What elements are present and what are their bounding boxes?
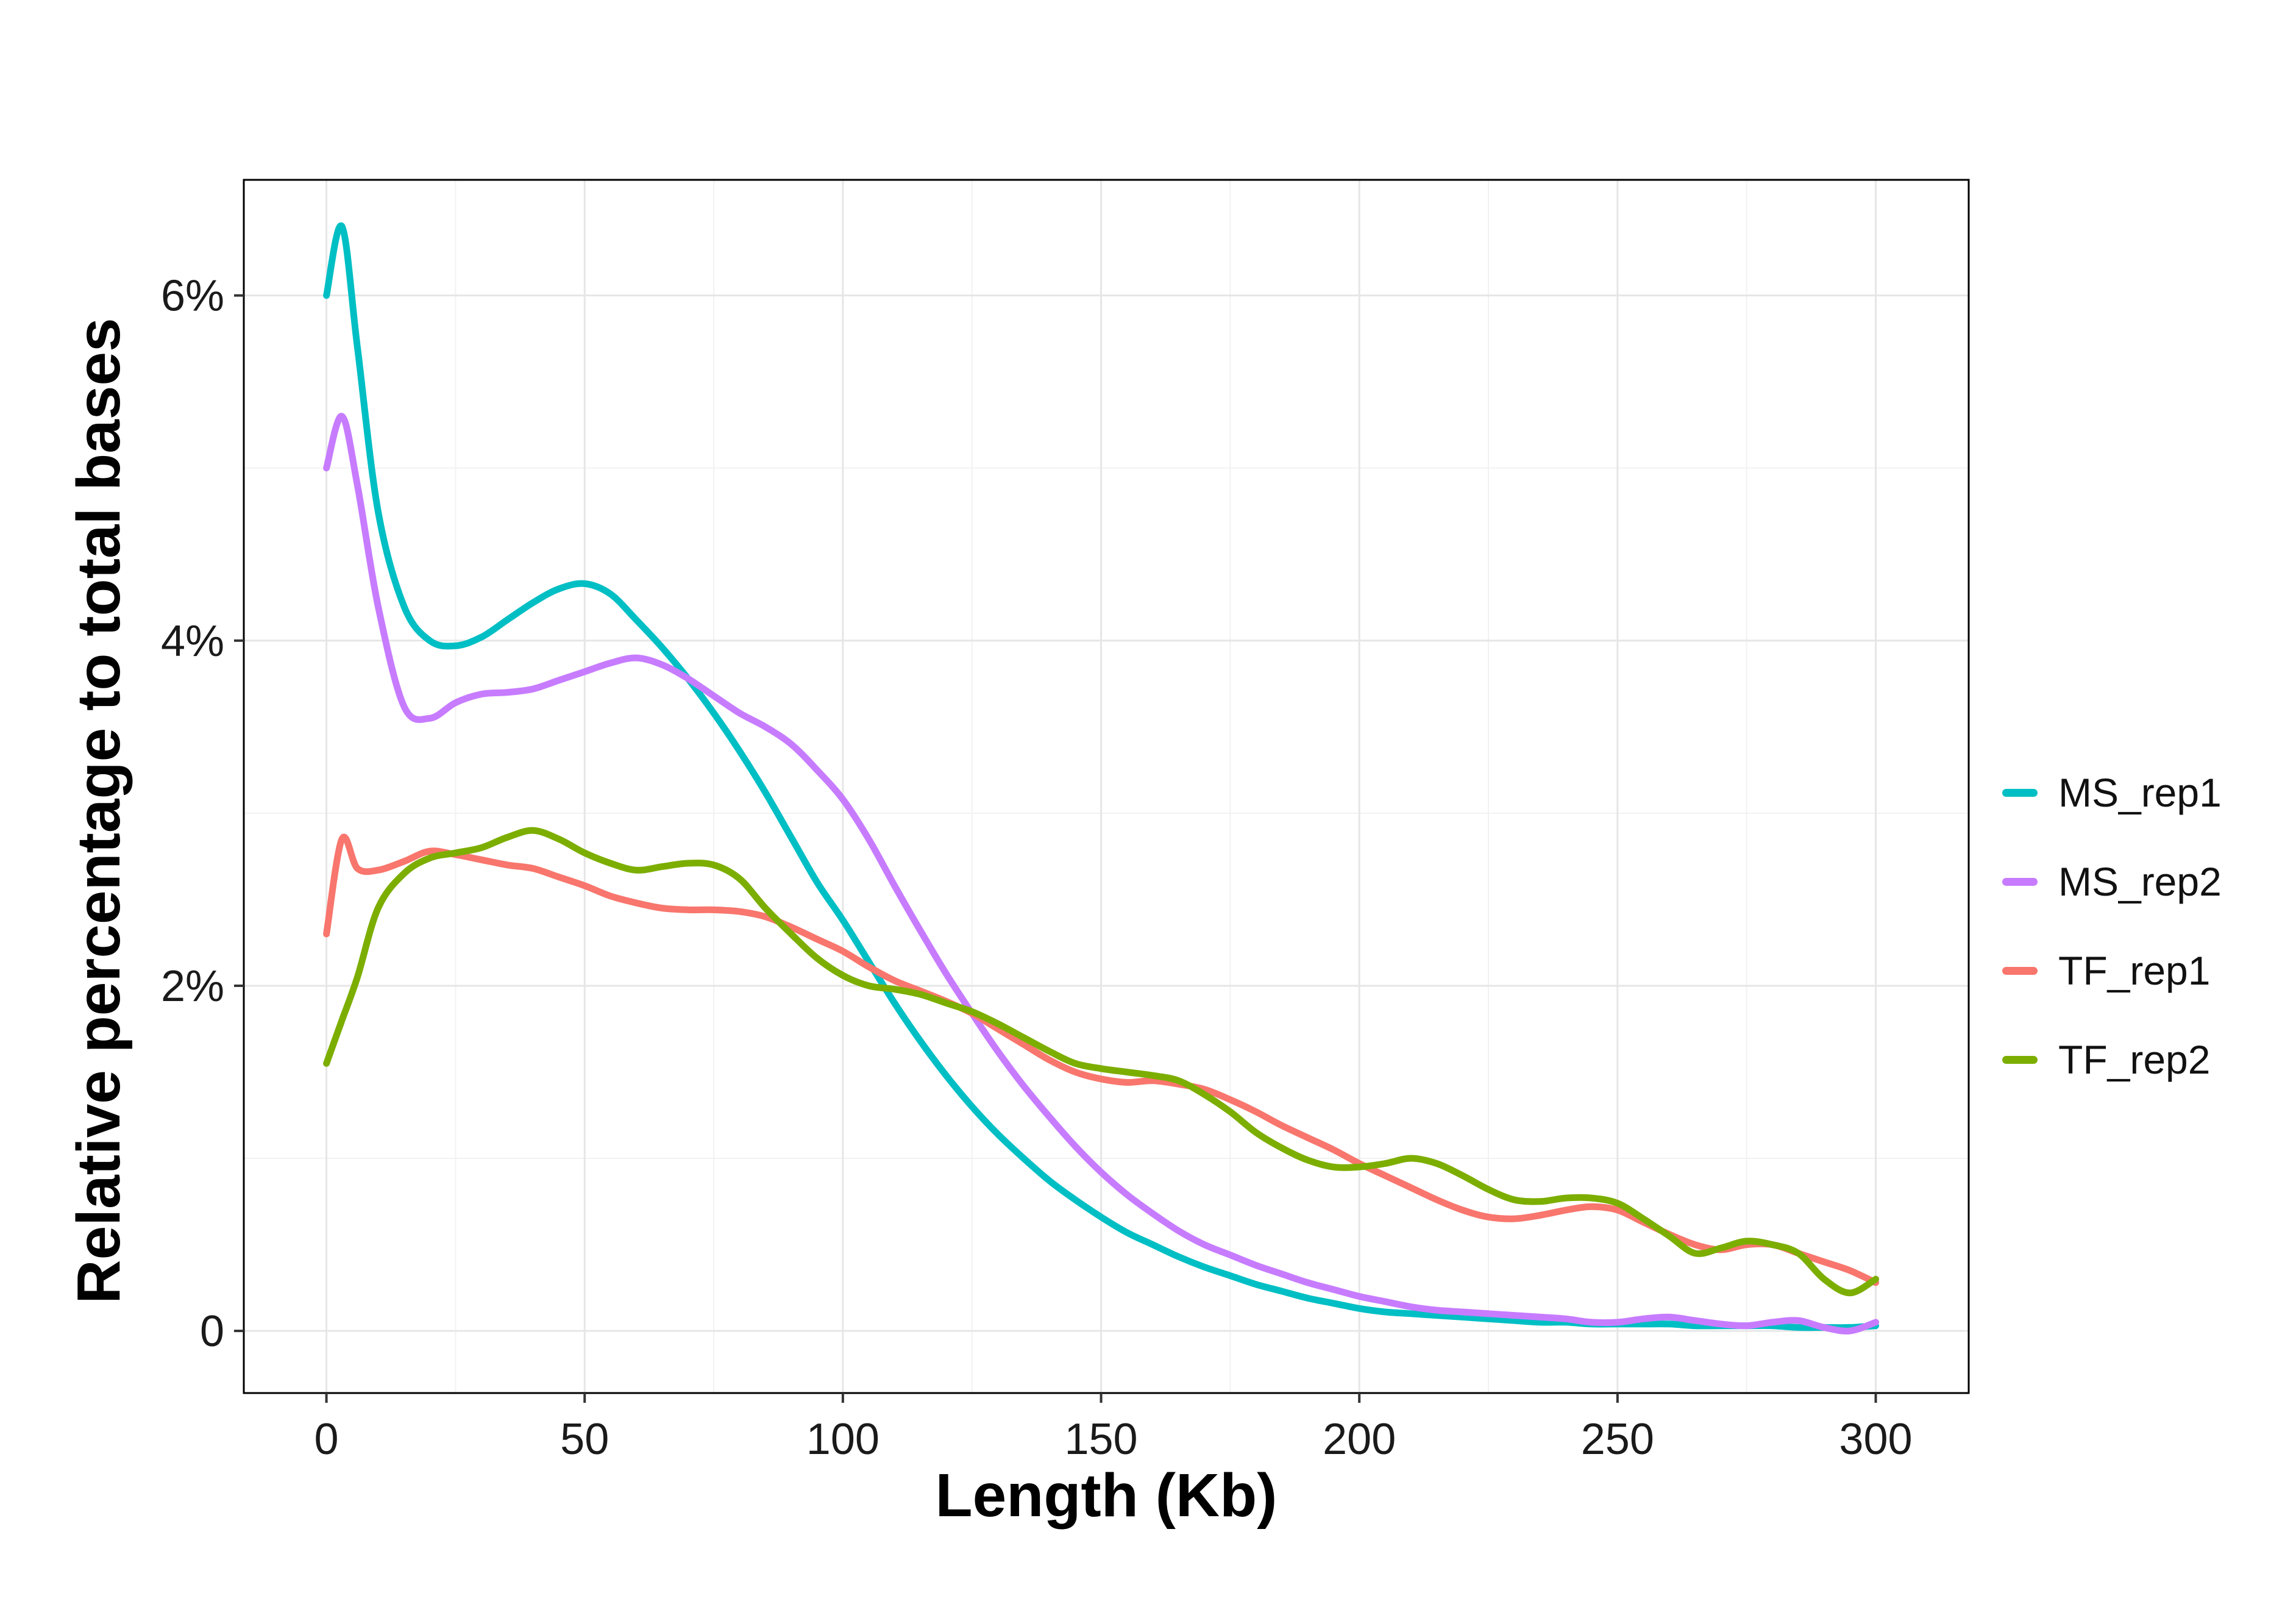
x-tick-label: 200	[1323, 1415, 1396, 1464]
legend-item-TF_rep2: TF_rep2	[2002, 1036, 2222, 1083]
y-tick-label: 6%	[161, 272, 224, 321]
legend-key-line-MS_rep1	[2002, 788, 2038, 797]
legend-label: TF_rep2	[2058, 1037, 2211, 1082]
legend-label: TF_rep1	[2058, 948, 2211, 993]
x-tick-label: 50	[560, 1415, 609, 1464]
y-tick-label: 4%	[161, 617, 224, 666]
x-tick-label: 100	[806, 1415, 880, 1464]
series-line-TF_rep2	[323, 827, 1879, 1297]
legend-key-line-TF_rep2	[2002, 1055, 2038, 1064]
series-line-TF_rep1	[323, 833, 1879, 1286]
panel-border	[243, 179, 1970, 1394]
series-line-MS_rep2	[323, 413, 1879, 1335]
legend-key-line-TF_rep1	[2002, 966, 2038, 975]
legend-key-line-MS_rep2	[2002, 877, 2038, 886]
x-tick-label: 300	[1839, 1415, 1912, 1464]
y-axis-title: Relative percentage to total bases	[65, 318, 133, 1304]
y-tick-label: 2%	[161, 962, 224, 1011]
legend-label: MS_rep2	[2058, 859, 2222, 904]
y-tick-label: 0	[200, 1307, 224, 1356]
x-axis-title: Length (Kb)	[935, 1461, 1278, 1530]
legend-item-MS_rep1: MS_rep1	[2002, 769, 2222, 816]
plot-panel	[244, 180, 1969, 1393]
legend-item-TF_rep1: TF_rep1	[2002, 947, 2222, 994]
x-tick-label: 0	[315, 1415, 339, 1464]
series-group	[323, 222, 1879, 1335]
x-tick-label: 150	[1064, 1415, 1137, 1464]
legend-item-MS_rep2: MS_rep2	[2002, 858, 2222, 905]
legend-label: MS_rep1	[2058, 770, 2222, 815]
legend: MS_rep1 MS_rep2 TF_rep1 TF_rep2	[2002, 769, 2222, 1083]
x-tick-label: 250	[1581, 1415, 1654, 1464]
